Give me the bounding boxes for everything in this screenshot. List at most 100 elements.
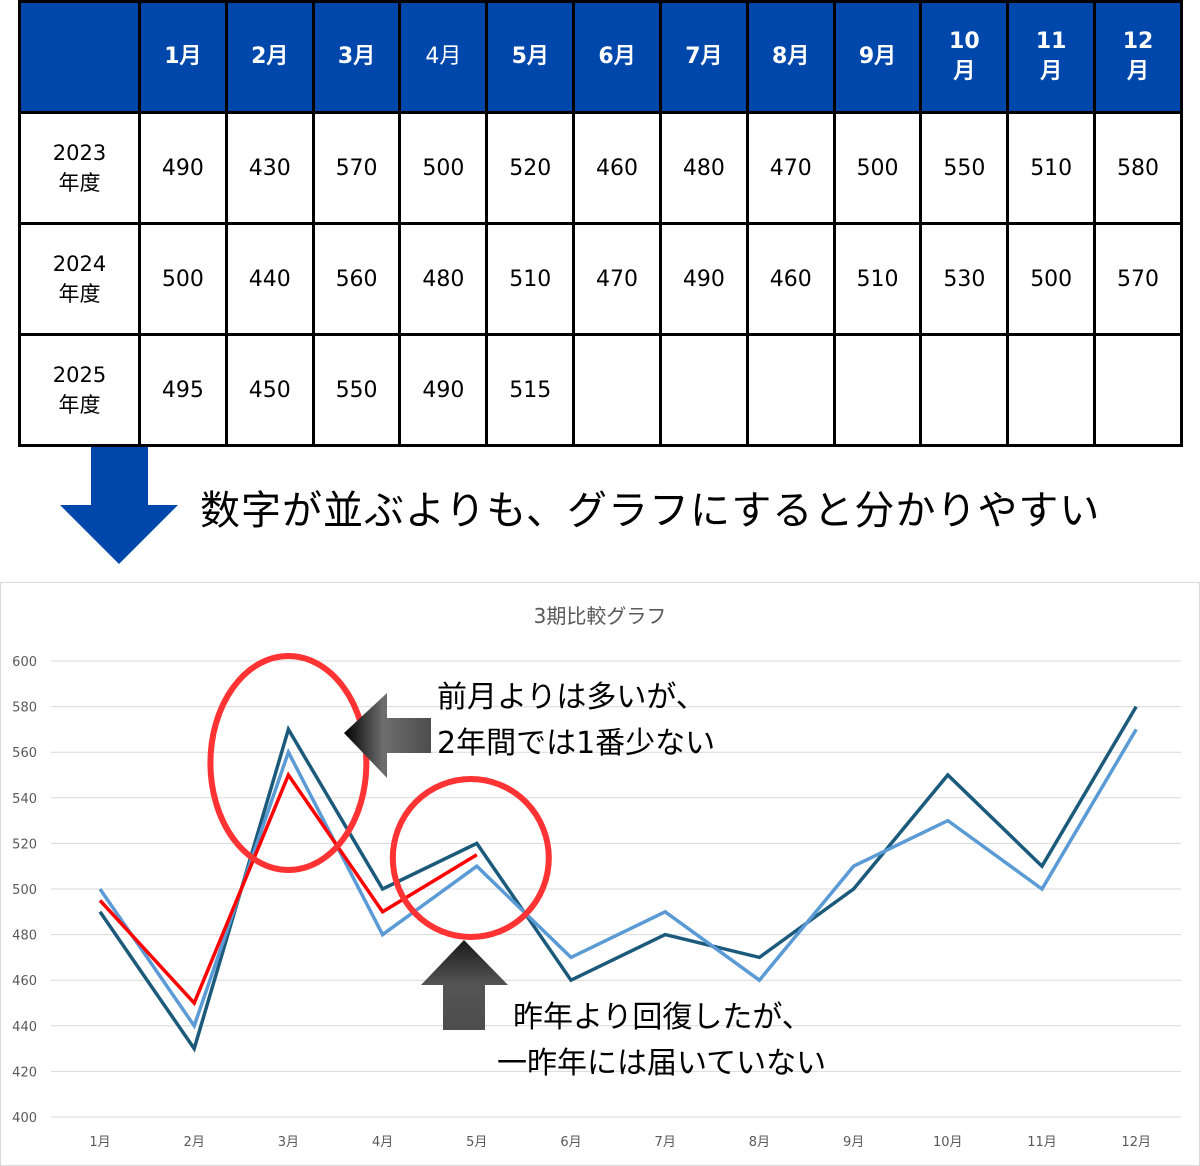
x-tick-label: 1月: [89, 1135, 110, 1150]
y-tick-label: 540: [12, 792, 37, 807]
value-cell: 440: [224, 222, 315, 336]
header-cell-month: 1月: [138, 0, 228, 114]
x-tick-label: 11月: [1027, 1135, 1057, 1150]
value-cell: 510: [832, 222, 923, 336]
value-cell: 560: [311, 222, 402, 336]
header-cell-month: 10 月: [919, 0, 1010, 114]
value-cell: 450: [224, 333, 315, 447]
value-cell: [1093, 333, 1183, 447]
value-cell: 510: [485, 222, 576, 336]
x-tick-label: 7月: [655, 1135, 676, 1150]
header-cell-corner: [18, 0, 141, 114]
chart-panel: 3期比較グラフ 400 420 440 460 480 500 520 540 560 580 60…: [0, 582, 1200, 1166]
annotation-upper-line1: 前月よりは多いが、: [437, 680, 706, 715]
overlay-layer: [207, 653, 552, 1030]
value-cell: [658, 333, 749, 447]
value-cell: 490: [138, 111, 228, 225]
value-cell: 550: [311, 333, 402, 447]
value-cell: 460: [745, 222, 836, 336]
value-cell: [572, 333, 662, 447]
caption-text: 数字が並ぶよりも、グラフにすると分かりやすい: [200, 488, 1101, 534]
value-cell: 480: [658, 111, 749, 225]
table-row: 2023 年度 490 430 570 500 520 460 480 470 500 550 510…: [18, 111, 1183, 225]
value-cell: [919, 333, 1010, 447]
x-tick-label: 8月: [749, 1135, 770, 1150]
data-table: 1月 2月 3月 4月 5月 6月 7月 8月 9月 10 月 11 月 12 …: [18, 0, 1183, 447]
left-arrow-icon: [344, 693, 431, 778]
value-cell: 470: [572, 222, 662, 336]
value-cell: [832, 333, 923, 447]
annotation-upper: 前月よりは多いが、 2年間では1番少ない: [437, 675, 715, 767]
header-cell-month: 4月: [398, 0, 489, 114]
grid-layer: 400 420 440 460 480 500 520 540 560 580 600 1月 2月 3月 4…: [12, 655, 1181, 1150]
value-cell: 530: [919, 222, 1010, 336]
value-cell: 515: [485, 333, 576, 447]
table-row: 2024 年度 500 440 560 480 510 470 490 460 510 530 500…: [18, 222, 1183, 336]
x-tick-label: 10月: [933, 1135, 963, 1150]
year-label-cell: 2024 年度: [18, 222, 141, 336]
y-tick-label: 460: [12, 974, 37, 989]
value-cell: 520: [485, 111, 576, 225]
annotation-lower-line1: 昨年より回復したが、: [513, 1000, 812, 1035]
x-tick-label: 4月: [372, 1135, 393, 1150]
value-cell: 570: [1093, 222, 1183, 336]
header-cell-month: 7月: [658, 0, 749, 114]
highlight-circle: [207, 653, 370, 873]
highlight-circle: [389, 776, 552, 940]
value-cell: 490: [658, 222, 749, 336]
up-arrow-icon: [421, 940, 508, 1030]
year-label-cell: 2023 年度: [18, 111, 141, 225]
annotation-lower: 昨年より回復したが、 一昨年には届いていない: [497, 995, 826, 1087]
value-cell: 460: [572, 111, 662, 225]
table-header-row: 1月 2月 3月 4月 5月 6月 7月 8月 9月 10 月 11 月 12 …: [18, 0, 1183, 114]
table-body: 2023 年度 490 430 570 500 520 460 480 470 500 550 510…: [18, 111, 1183, 447]
value-cell: 580: [1093, 111, 1183, 225]
x-tick-label: 9月: [843, 1135, 864, 1150]
x-tick-label: 6月: [560, 1135, 581, 1150]
value-cell: [745, 333, 836, 447]
chart-title: 3期比較グラフ: [534, 604, 667, 628]
header-cell-month: 5月: [485, 0, 576, 114]
header-cell-month: 3月: [311, 0, 402, 114]
annotation-lower-line2: 一昨年には届いていない: [497, 1046, 827, 1081]
y-tick-label: 560: [12, 746, 37, 761]
header-cell-month: 12 月: [1093, 0, 1183, 114]
annotation-upper-line2: 2年間では1番少ない: [437, 726, 716, 761]
series-layer: [98, 705, 1138, 1053]
y-tick-label: 480: [12, 929, 37, 944]
x-tick-label: 5月: [466, 1135, 487, 1150]
y-tick-label: 440: [12, 1020, 37, 1035]
y-tick-label: 520: [12, 837, 37, 852]
y-tick-label: 400: [12, 1111, 37, 1126]
year-label-cell: 2025 年度: [18, 333, 141, 447]
x-tick-label: 12月: [1121, 1135, 1151, 1150]
value-cell: 430: [224, 111, 315, 225]
value-cell: 510: [1006, 111, 1097, 225]
series-line: [98, 705, 1138, 1053]
value-cell: 500: [138, 222, 228, 336]
y-tick-label: 420: [12, 1065, 37, 1080]
value-cell: 550: [919, 111, 1010, 225]
y-tick-label: 600: [12, 655, 37, 670]
value-cell: 495: [138, 333, 228, 447]
y-tick-label: 500: [12, 883, 37, 898]
header-cell-month: 6月: [572, 0, 662, 114]
value-cell: [1006, 333, 1097, 447]
series-line: [98, 728, 1138, 1030]
header-cell-month: 8月: [745, 0, 836, 114]
header-cell-month: 9月: [832, 0, 923, 114]
value-cell: 500: [398, 111, 489, 225]
table-row: 2025 年度 495 450 550 490 515: [18, 333, 1183, 447]
down-arrow-shape: [60, 447, 178, 564]
down-arrow-icon: [60, 447, 178, 564]
value-cell: 470: [745, 111, 836, 225]
value-cell: 490: [398, 333, 489, 447]
x-tick-label: 3月: [278, 1135, 299, 1150]
series-line: [98, 771, 478, 1007]
value-cell: 480: [398, 222, 489, 336]
x-tick-label: 2月: [184, 1135, 205, 1150]
header-cell-month: 11 月: [1006, 0, 1097, 114]
value-cell: 500: [832, 111, 923, 225]
line-chart: 3期比較グラフ 400 420 440 460 480 500 520 540 560 580 60…: [12, 604, 1181, 1150]
y-tick-label: 580: [12, 701, 37, 716]
